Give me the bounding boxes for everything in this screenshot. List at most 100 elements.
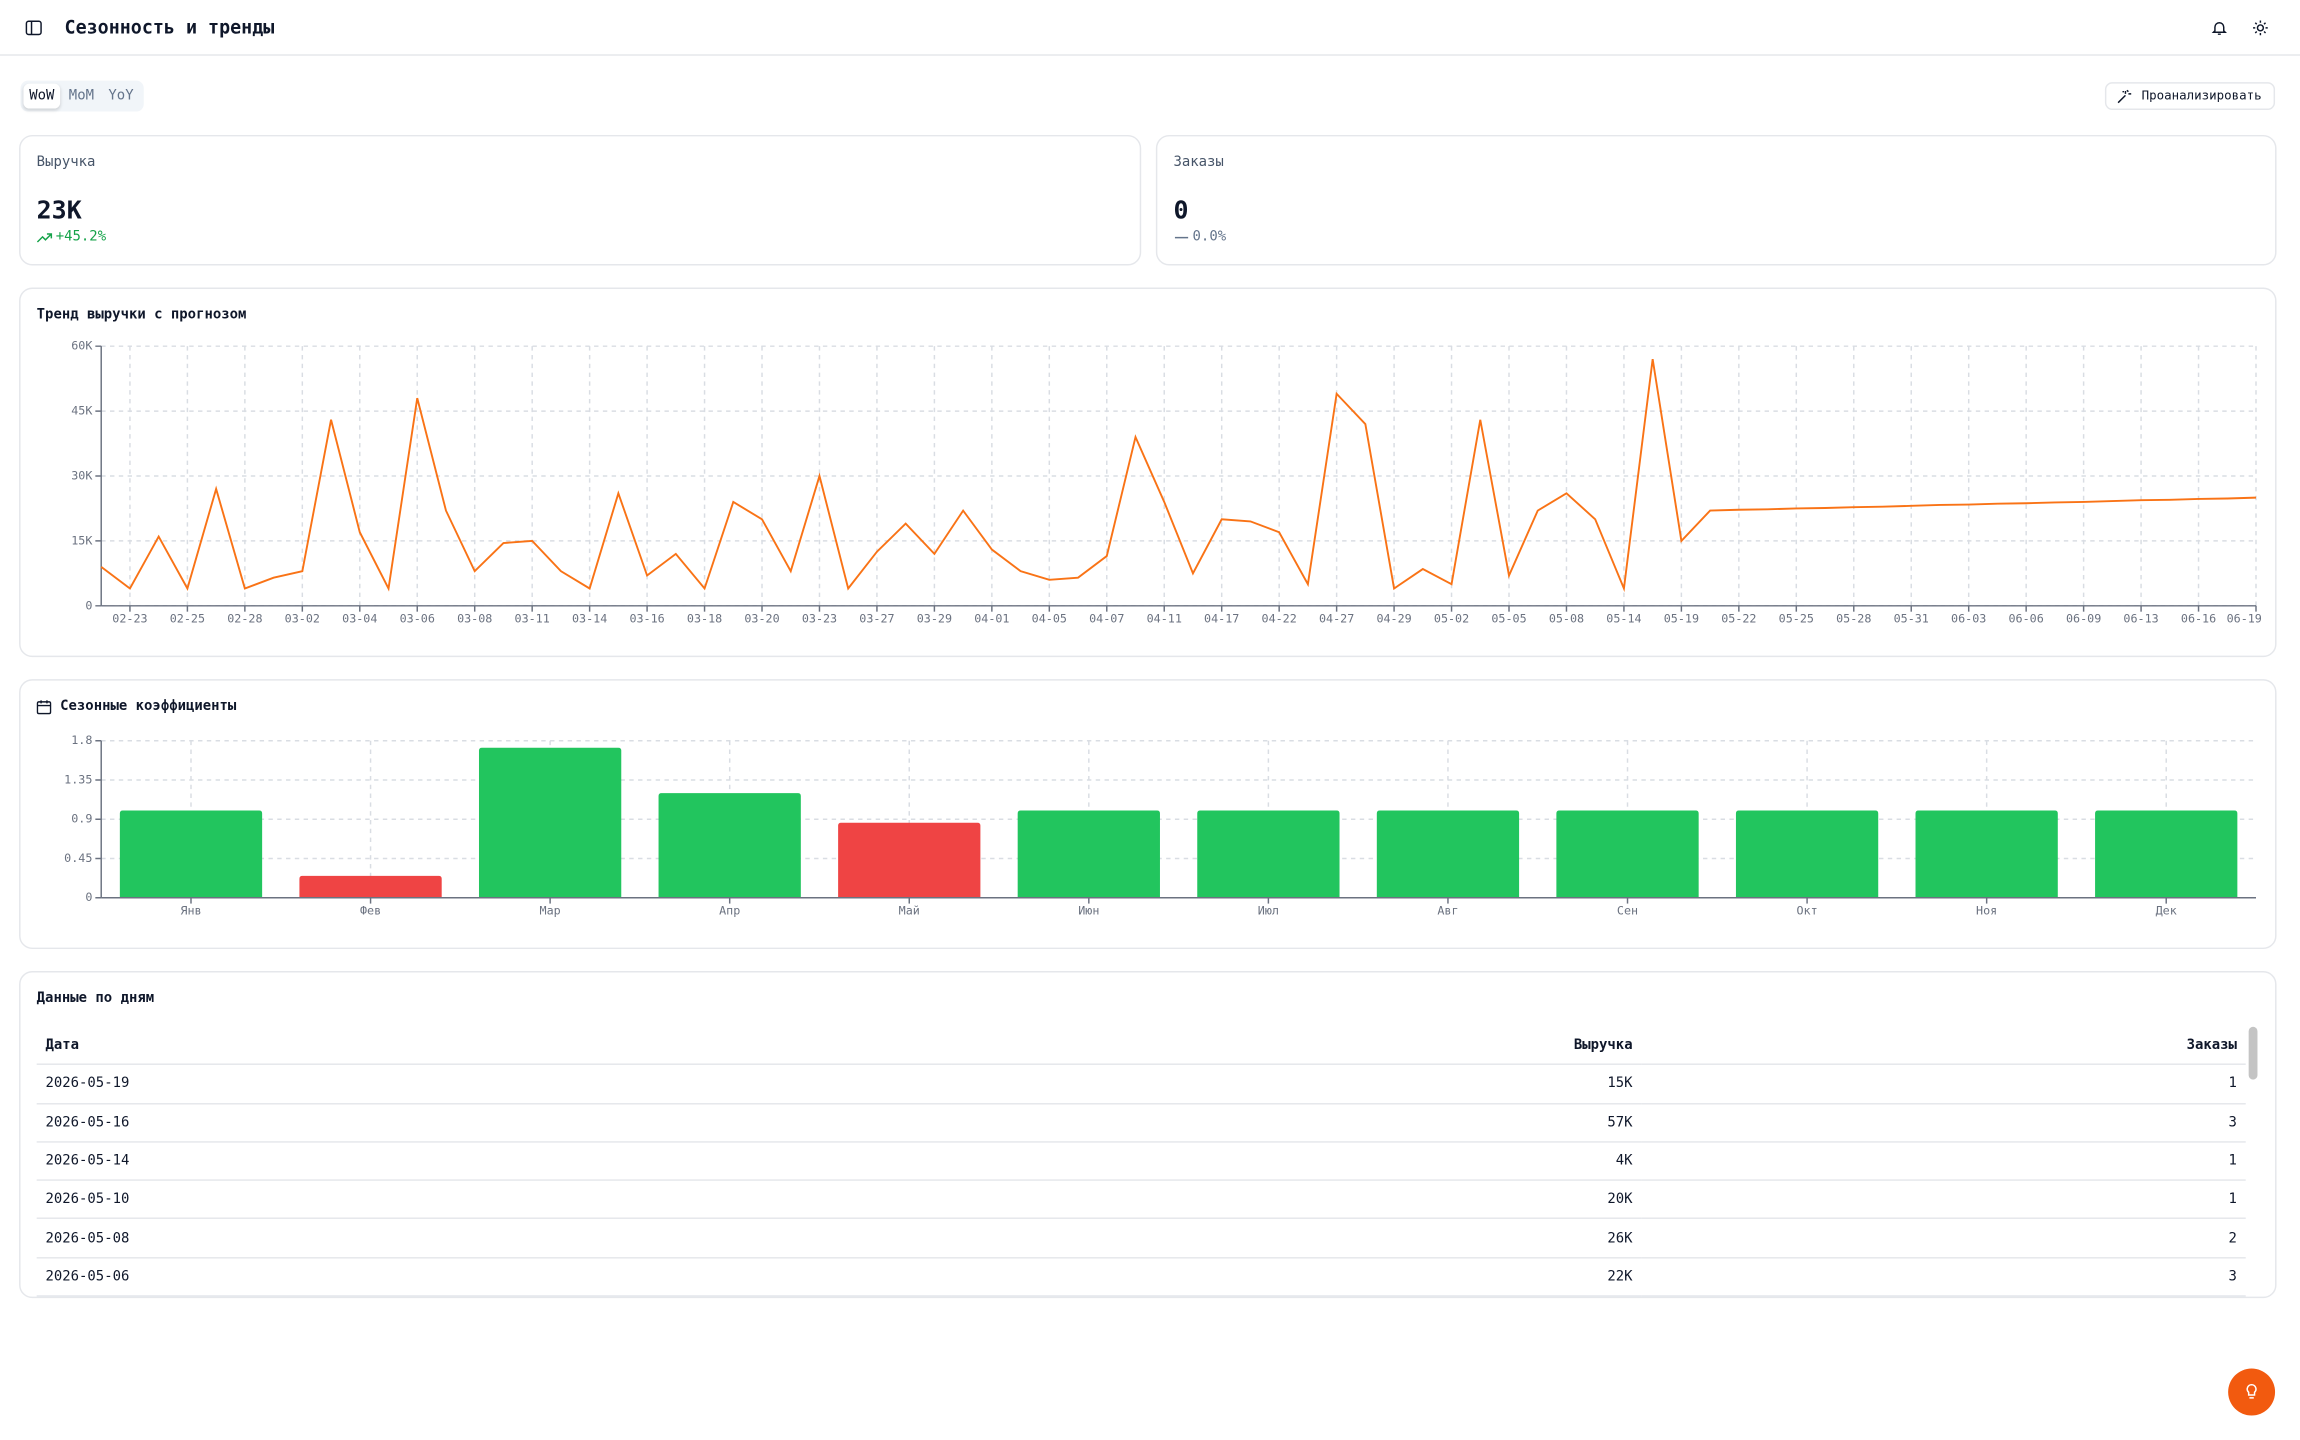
table-card: Данные по дням Дата Выручка Заказы 2026-… [19,971,2277,1299]
y-tick-label: 60K [71,339,93,353]
x-tick-label: 03-11 [515,612,550,626]
table-header: Дата Выручка Заказы [36,1026,2246,1066]
kpi-value: 0 [1173,196,1189,226]
trend-chart: 0 15K 30K 45K 60K 02-23 02-25 02-28 03-02 03-04 03… [71,339,2262,626]
kpi-change: +45.2% [55,228,107,245]
table-cell: 57K [952,1103,1642,1143]
x-tick-label: 06-16 [2181,612,2216,626]
bar [2095,810,2238,898]
x-tick-label: 06-06 [2009,612,2044,626]
table-cell: 2026-05-16 [36,1103,953,1143]
x-tick-label: Фев [360,903,381,917]
theme-toggle[interactable] [2252,19,2270,37]
table-cell: 26K [952,1218,1642,1259]
x-tick-label: 06-09 [2066,612,2101,626]
bar [478,747,622,898]
chart-title: Сезонные коэффициенты [60,698,237,715]
x-tick-label: 04-27 [1319,612,1354,626]
bulb-icon [2246,1383,2257,1399]
x-tick-label: 05-14 [1606,612,1641,626]
table-cell: 2026-05-10 [36,1180,953,1220]
x-tick-label: 03-27 [859,612,894,626]
bar [1915,810,2058,898]
x-tick-label: 04-29 [1376,612,1411,626]
table-cell: 15K [952,1064,1642,1104]
x-tick-label: Янв [180,903,201,917]
bar [299,875,442,898]
x-tick-label: 05-25 [1779,612,1814,626]
tab[interactable]: YoY [108,88,134,105]
y-tick-label: 15K [71,533,93,547]
bar [119,810,263,898]
x-tick-label: 04-01 [974,612,1009,626]
bar [838,822,981,898]
x-tick-label: 06-13 [2123,612,2158,626]
x-tick-label: 05-31 [1894,612,1929,626]
bar [1376,810,1520,898]
table-row: 2026-05-10 20K 1 [36,1180,2246,1220]
y-tick-label: 30K [71,468,93,482]
x-tick-label: 05-19 [1664,612,1699,626]
x-tick-label: 06-03 [1951,612,1986,626]
chart-title: Тренд выручки с прогнозом [36,306,247,323]
y-tick-label: 1.35 [64,772,92,786]
sidebar-toggle[interactable] [25,19,43,37]
notifications-button[interactable] [2211,19,2229,37]
kpi-value: 23K [36,196,82,226]
x-tick-label: 04-07 [1089,612,1124,626]
table-cell: 2026-05-08 [36,1218,953,1259]
table-cell: 3 [1641,1103,2246,1143]
table-row: 2026-05-14 4K 1 [36,1141,2246,1182]
x-tick-label: 04-11 [1147,612,1182,626]
y-tick-label: 0 [85,598,92,612]
assistant-button[interactable] [2228,1368,2276,1416]
bar [1017,810,1160,898]
x-tick-label: Апр [719,903,740,917]
top-bar: Сезонность и тренды [0,0,2300,56]
x-tick-label: Авг [1437,903,1458,917]
x-tick-label: 03-23 [802,612,837,626]
x-tick-label: Май [899,903,920,917]
sparkle-icon [2117,89,2132,104]
x-tick-label: 02-23 [112,612,147,626]
tab[interactable]: MoM [68,88,94,105]
analyze-button[interactable]: Проанализировать [2104,82,2276,111]
x-tick-label: 05-05 [1491,612,1526,626]
table-cell: 22K [952,1257,1642,1297]
x-tick-label: 03-29 [917,612,952,626]
x-tick-label: Мар [540,903,561,917]
table-cell: 2026-05-14 [36,1141,953,1182]
column-header: Заказы [1641,1026,2246,1066]
bar [658,793,801,898]
x-tick-label: 06-19 [2227,612,2262,626]
scrollbar[interactable] [2248,1026,2258,1080]
period-tabs: WoW MoM YoY [20,80,144,112]
table-cell: 1 [1641,1141,2246,1182]
table-body: 2026-05-19 15K 1 2026-05-16 57K 3 2026-05-14 4K… [36,1064,2246,1297]
tab[interactable]: WoW [23,83,61,109]
trend-card: Тренд выручки с прогнозом 0 15K 30K 45K 60K 0… [19,287,2277,658]
x-tick-label: 05-22 [1721,612,1756,626]
page-title: Сезонность и тренды [64,16,275,39]
daily-table: Дата Выручка Заказы 2026-05-19 15K 1 2026-0… [36,1026,2246,1297]
x-tick-label: 05-28 [1836,612,1871,626]
kpi-card: Заказы 0 0.0% [1155,134,2277,266]
x-tick-label: 02-28 [227,612,262,626]
x-tick-label: 03-04 [342,612,377,626]
x-tick-label: Ноя [1976,903,1997,917]
table-row: 2026-05-06 22K 3 [36,1257,2246,1297]
table-cell: 20K [952,1180,1642,1220]
seasonal-card: Сезонные коэффициенты 0 0.45 0.9 1.35 1.8 Янв… [19,679,2277,950]
x-tick-label: Июл [1258,903,1279,917]
x-tick-label: 03-20 [744,612,779,626]
x-tick-label: 03-18 [687,612,722,626]
table-cell: 2026-05-06 [36,1257,953,1297]
y-tick-label: 0 [85,890,92,904]
x-tick-label: Июн [1078,903,1099,917]
table-cell: 2026-05-19 [36,1064,953,1104]
revenue-line [100,359,2257,593]
column-header: Выручка [952,1026,1642,1066]
